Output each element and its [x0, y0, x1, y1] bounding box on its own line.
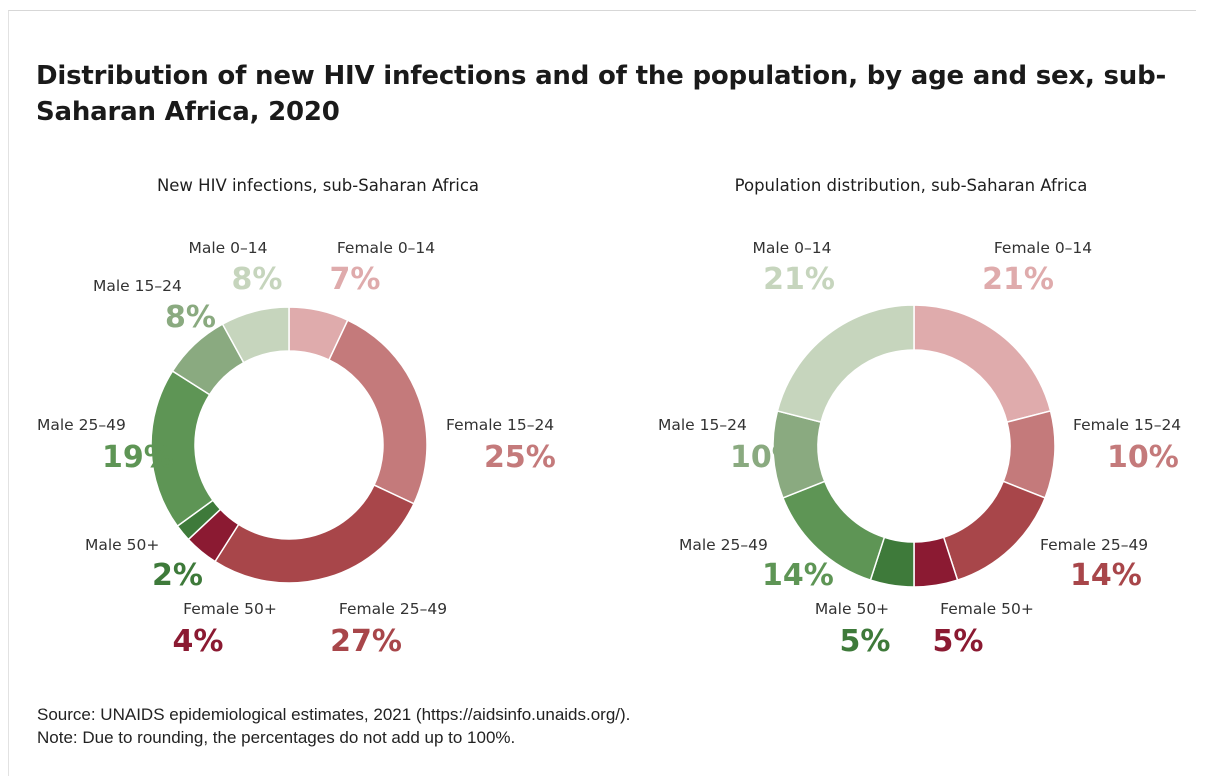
- slice-label-male-0-14: Male 0–14: [189, 239, 268, 257]
- source-note: Source: UNAIDS epidemiological estimates…: [37, 705, 631, 724]
- slice-value-male-50: 5%: [840, 624, 891, 659]
- slice-value-female-15-24: 10%: [1107, 440, 1179, 475]
- slice-value-male-0-14: 8%: [232, 262, 283, 297]
- slice-value-male-15-24: 10%: [730, 440, 802, 475]
- footer: Source: UNAIDS epidemiological estimates…: [37, 703, 630, 749]
- donut-charts: New HIV infections, sub-Saharan Africa Fe…: [37, 176, 1181, 659]
- slice-label-female-15-24: Female 15–24: [446, 416, 554, 434]
- chart-subtitle: Population distribution, sub-Saharan Afr…: [735, 176, 1088, 195]
- slice-label-male-50: Male 50+: [815, 600, 889, 618]
- slice-male-0-14: [221, 306, 290, 364]
- slice-male-0-14: [776, 304, 915, 424]
- slice-female-25-49: [214, 484, 415, 584]
- slice-value-female-0-14: 7%: [330, 262, 381, 297]
- slice-female-25-49: [942, 480, 1047, 582]
- slice-label-male-15-24: Male 15–24: [658, 416, 747, 434]
- slice-label-female-15-24: Female 15–24: [1073, 416, 1181, 434]
- chart-subtitle: New HIV infections, sub-Saharan Africa: [157, 176, 479, 195]
- chart-title: Distribution of new HIV infections and o…: [36, 61, 1167, 127]
- slice-value-female-25-49: 14%: [1070, 558, 1142, 593]
- slice-value-female-25-49: 27%: [330, 624, 402, 659]
- slice-label-male-50: Male 50+: [85, 536, 159, 554]
- slice-value-female-50: 4%: [173, 624, 224, 659]
- chart-frame: [8, 10, 1196, 776]
- slice-value-female-50: 5%: [933, 624, 984, 659]
- donut-chart-2: Population distribution, sub-Saharan Afr…: [658, 176, 1181, 659]
- slice-label-female-50: Female 50+: [940, 600, 1034, 618]
- slice-female-15-24: [328, 319, 428, 505]
- slice-label-male-25-49: Male 25–49: [679, 536, 768, 554]
- slice-label-female-50: Female 50+: [183, 600, 277, 618]
- slice-label-female-25-49: Female 25–49: [339, 600, 447, 618]
- slice-value-male-50: 2%: [152, 558, 203, 593]
- slice-label-female-25-49: Female 25–49: [1040, 536, 1148, 554]
- slice-value-male-25-49: 14%: [762, 558, 834, 593]
- slice-label-female-0-14: Female 0–14: [337, 239, 435, 257]
- slice-female-0-14: [913, 304, 1052, 424]
- slice-value-female-0-14: 21%: [982, 262, 1054, 297]
- donut-chart-1: New HIV infections, sub-Saharan Africa Fe…: [37, 176, 556, 659]
- slice-value-female-15-24: 25%: [484, 440, 556, 475]
- slice-label-male-15-24: Male 15–24: [93, 277, 182, 295]
- slice-label-male-0-14: Male 0–14: [753, 239, 832, 257]
- slice-value-male-15-24: 8%: [165, 300, 216, 335]
- rounding-note: Note: Due to rounding, the percentages d…: [37, 728, 516, 747]
- slice-label-male-25-49: Male 25–49: [37, 416, 126, 434]
- slice-value-male-0-14: 21%: [763, 262, 835, 297]
- slice-value-male-25-49: 19%: [102, 440, 174, 475]
- slice-label-female-0-14: Female 0–14: [994, 239, 1092, 257]
